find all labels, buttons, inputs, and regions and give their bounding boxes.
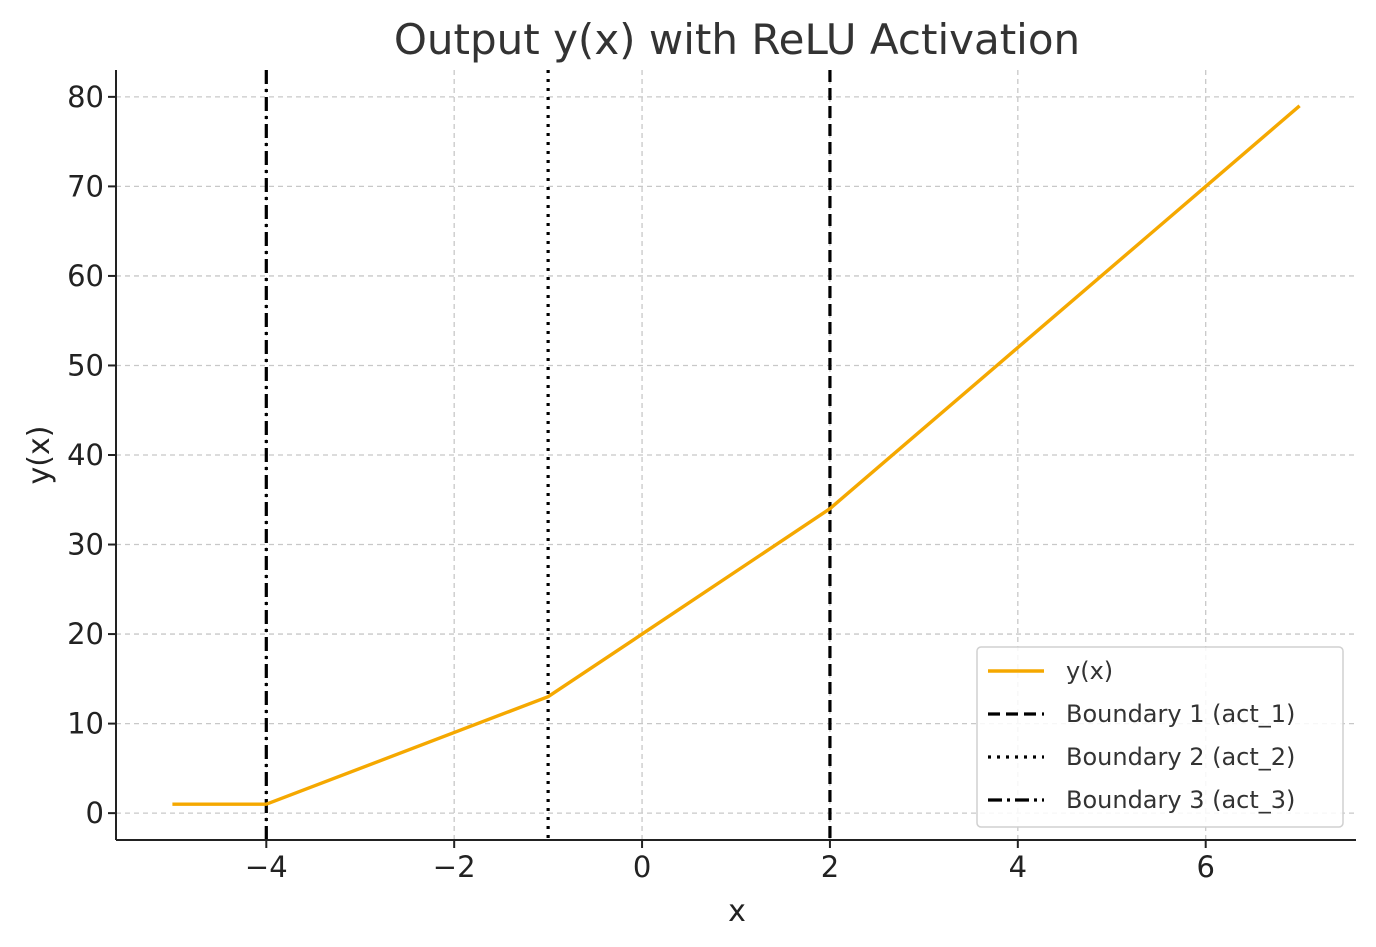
y-tick-label-3: 30 xyxy=(67,528,104,562)
y-tick-label-2: 20 xyxy=(67,617,104,651)
y-tick-label-5: 50 xyxy=(67,348,104,382)
x-axis-label: x xyxy=(728,894,746,929)
x-tick-label-4: 4 xyxy=(1009,850,1027,884)
legend-box xyxy=(976,646,1344,828)
x-tick-label-5: 6 xyxy=(1196,850,1214,884)
x-tick-label-3: 2 xyxy=(821,850,839,884)
x-tick-label-2: 0 xyxy=(633,850,651,884)
legend-label-1: Boundary 1 (act_1) xyxy=(1066,700,1295,728)
y-ticks: 0 10 20 30 40 50 60 70 80 xyxy=(67,80,116,830)
boundary-lines xyxy=(264,70,832,840)
legend-label-3: Boundary 3 (act_3) xyxy=(1066,786,1295,814)
y-tick-label-8: 80 xyxy=(67,80,104,114)
legend-label-0: y(x) xyxy=(1066,657,1113,685)
series-group xyxy=(172,104,1301,806)
series-line-0 xyxy=(172,104,1301,806)
chart-title: Output y(x) with ReLU Activation xyxy=(394,15,1080,64)
legend: y(x) Boundary 1 (act_1) Boundary 2 (act_2)… xyxy=(976,646,1344,828)
y-axis-label: y(x) xyxy=(22,426,57,485)
y-tick-label-7: 70 xyxy=(67,169,104,203)
x-ticks: −4 −2 0 2 4 6 xyxy=(245,840,1215,884)
y-tick-label-4: 40 xyxy=(67,438,104,472)
y-tick-label-1: 10 xyxy=(67,707,104,741)
y-tick-label-6: 60 xyxy=(67,259,104,293)
legend-label-2: Boundary 2 (act_2) xyxy=(1066,743,1295,771)
y-tick-label-0: 0 xyxy=(86,796,104,830)
x-tick-label-1: −2 xyxy=(433,850,476,884)
x-tick-label-0: −4 xyxy=(245,850,288,884)
